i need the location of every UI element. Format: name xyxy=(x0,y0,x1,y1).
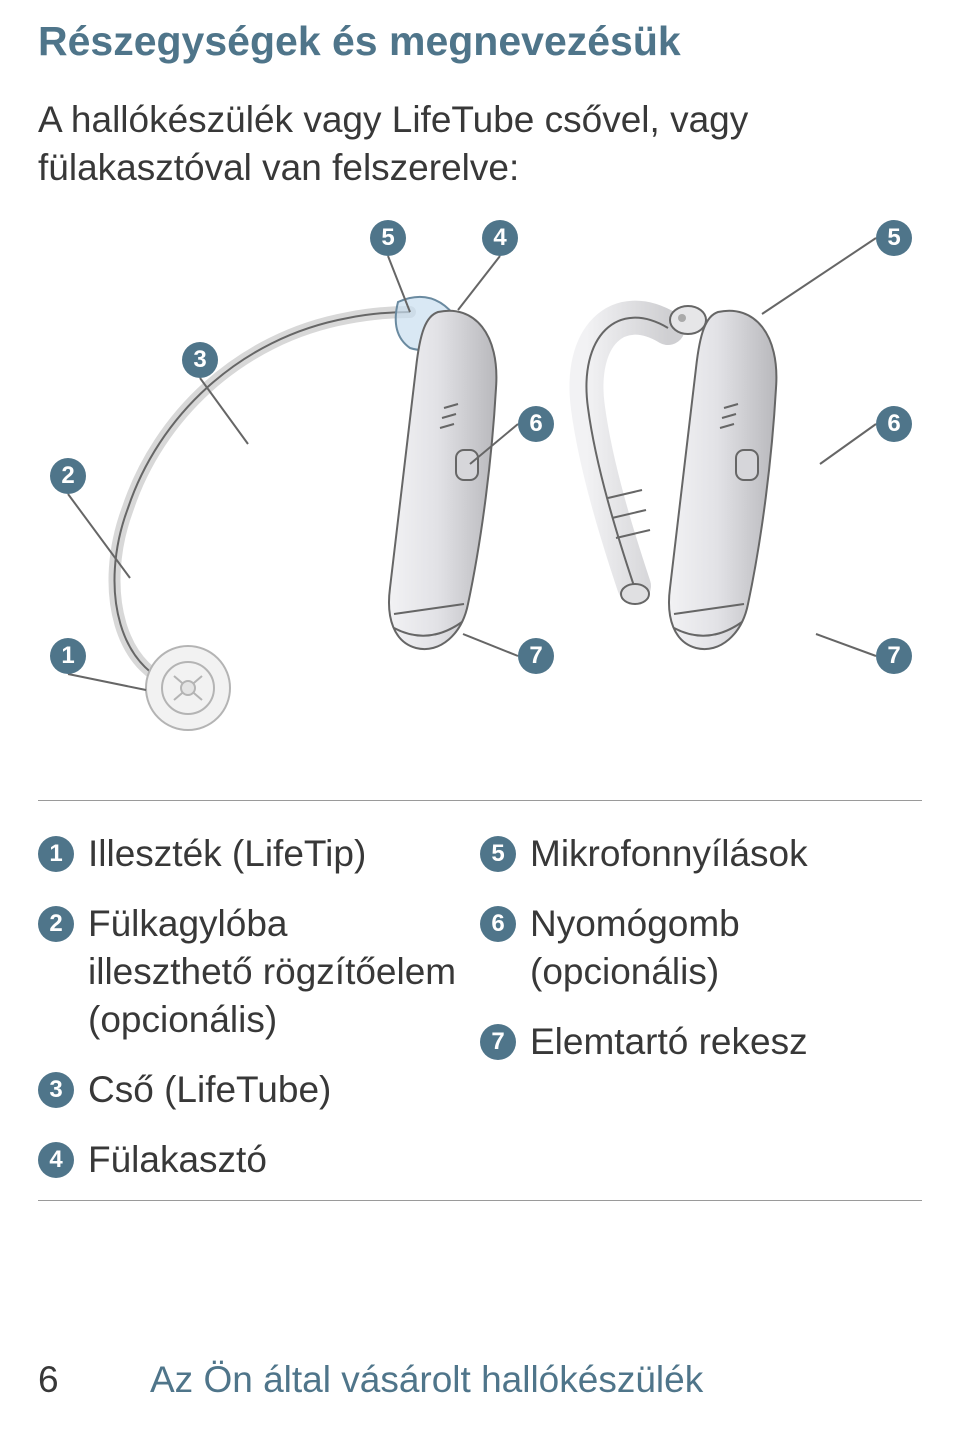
legend-item: 7 Elemtartó rekesz xyxy=(480,1018,922,1066)
rule-bottom xyxy=(38,1200,922,1201)
legend-item: 6 Nyomógomb (opcionális) xyxy=(480,900,922,996)
diagram-callout: 7 xyxy=(876,638,912,674)
diagram-callout: 2 xyxy=(50,458,86,494)
diagram-callout: 7 xyxy=(518,638,554,674)
legend-text: Nyomógomb (opcionális) xyxy=(530,900,922,996)
legend-badge: 2 xyxy=(38,906,74,942)
legend: 1 Illeszték (LifeTip) 2 Fülkagylóba illeszt… xyxy=(38,830,922,1207)
legend-item: 5 Mikrofonnyílások xyxy=(480,830,922,878)
legend-item: 4 Fülakasztó xyxy=(38,1136,480,1184)
legend-badge: 7 xyxy=(480,1024,516,1060)
legend-item: 3 Cső (LifeTube) xyxy=(38,1066,480,1114)
legend-badge: 3 xyxy=(38,1072,74,1108)
diagram-callout: 6 xyxy=(518,406,554,442)
diagram-callout: 5 xyxy=(876,220,912,256)
legend-badge: 5 xyxy=(480,836,516,872)
diagram-callout: 1 xyxy=(50,638,86,674)
legend-text: Fülkagylóba illeszthető rögzítőelem (opc… xyxy=(88,900,480,1044)
legend-text: Mikrofonnyílások xyxy=(530,830,826,878)
intro-text: A hallókészülék vagy LifeTube csővel, va… xyxy=(38,96,918,192)
legend-col-right: 5 Mikrofonnyílások 6 Nyomógomb (opcionális)… xyxy=(480,830,922,1207)
page-title: Részegységek és megnevezésük xyxy=(38,18,681,65)
diagram-callout: 5 xyxy=(370,220,406,256)
rule-top xyxy=(38,800,922,801)
diagram-callout: 6 xyxy=(876,406,912,442)
footer-caption: Az Ön által vásárolt hallókészülék xyxy=(150,1359,703,1401)
legend-text: Fülakasztó xyxy=(88,1136,285,1184)
legend-badge: 6 xyxy=(480,906,516,942)
legend-item: 1 Illeszték (LifeTip) xyxy=(38,830,480,878)
diagram-svg xyxy=(38,208,922,768)
legend-text: Illeszték (LifeTip) xyxy=(88,830,384,878)
legend-col-left: 1 Illeszték (LifeTip) 2 Fülkagylóba illeszt… xyxy=(38,830,480,1207)
legend-text: Cső (LifeTube) xyxy=(88,1066,349,1114)
page-number: 6 xyxy=(38,1359,59,1401)
diagram-callout: 3 xyxy=(182,342,218,378)
diagram-callout: 4 xyxy=(482,220,518,256)
legend-item: 2 Fülkagylóba illeszthető rögzítőelem (op… xyxy=(38,900,480,1044)
legend-text: Elemtartó rekesz xyxy=(530,1018,826,1066)
legend-badge: 4 xyxy=(38,1142,74,1178)
parts-diagram: 5 4 3 6 2 1 7 5 6 7 xyxy=(38,208,922,768)
legend-badge: 1 xyxy=(38,836,74,872)
